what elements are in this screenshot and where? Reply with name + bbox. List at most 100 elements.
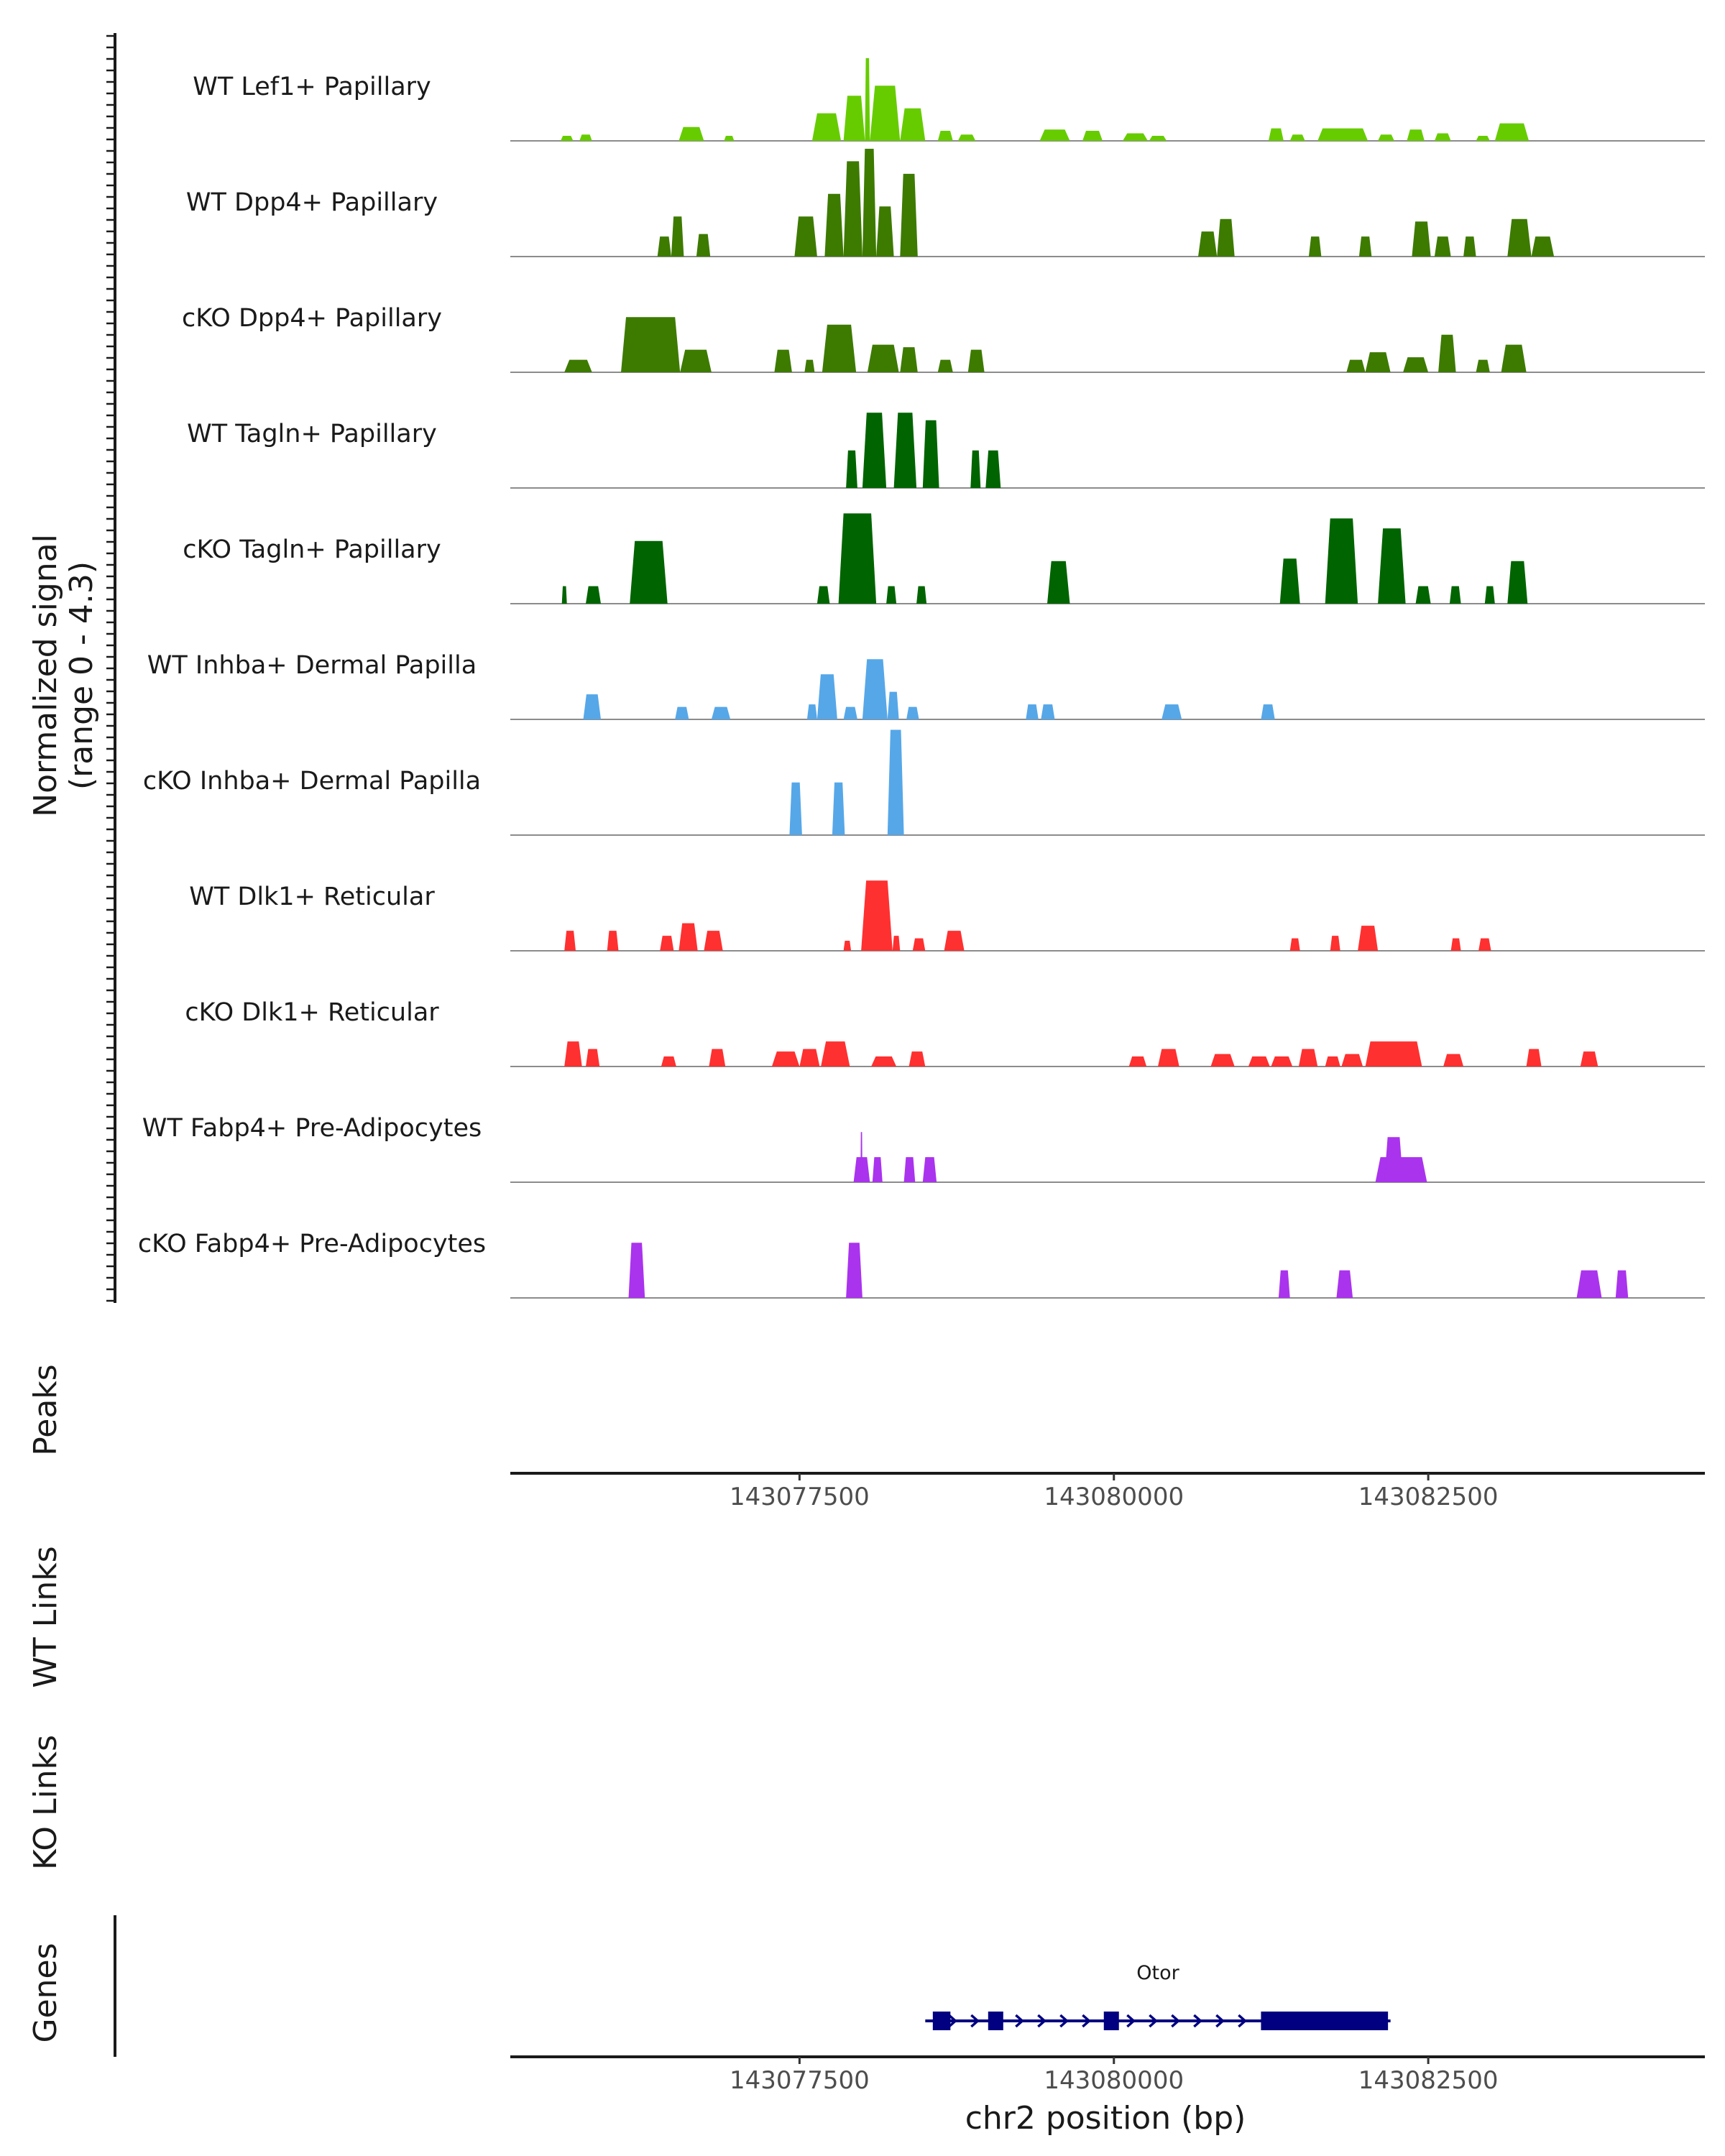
x-tick-label: 143080000 [1044, 2066, 1184, 2095]
coverage-tracks: WT Lef1+ Papillary WT Dpp4+ Papillary cKO … [138, 57, 1705, 1299]
coverage-peak [561, 136, 574, 141]
coverage-peak [660, 936, 674, 951]
coverage-peak [1384, 1137, 1404, 1182]
coverage-peak [771, 1051, 800, 1067]
coverage-peak [794, 216, 817, 257]
coverage-peak [561, 586, 567, 604]
coverage-peak [843, 706, 857, 719]
coverage-peak [1261, 704, 1275, 719]
coverage-peak [1082, 131, 1103, 141]
coverage-peak [1308, 236, 1322, 257]
coverage-peak [806, 704, 817, 719]
coverage-peak [1162, 704, 1182, 719]
track-label: cKO Inhba+ Dermal Papilla [143, 767, 481, 796]
coverage-peak [1476, 359, 1490, 372]
track-label: WT Inhba+ Dermal Papilla [147, 651, 477, 680]
coverage-peak [916, 586, 927, 604]
coverage-peak [628, 1243, 645, 1298]
coverage-peak [1325, 518, 1358, 604]
coverage-peak [1158, 1049, 1179, 1067]
gene-strand-arrow [1059, 2014, 1069, 2028]
coverage-peak [711, 706, 731, 719]
coverage-peak [709, 1049, 726, 1067]
coverage-peak [1336, 1270, 1353, 1298]
genes-panel-title: Genes [27, 1943, 64, 2042]
coverage-peak [1041, 704, 1055, 719]
coverage-peak [822, 324, 857, 372]
ko-links-panel-title: KO Links [27, 1735, 64, 1870]
coverage-peak [1403, 357, 1429, 372]
gene-model-otor [925, 2012, 1391, 2030]
x-tick-label: 143082500 [1358, 1483, 1499, 1511]
track-label: cKO Dpp4+ Papillary [182, 304, 442, 333]
coverage-peak [1443, 1054, 1464, 1067]
coverage-peak [862, 413, 887, 488]
coverage-peak [1378, 528, 1406, 604]
gene-strand-arrow [970, 2014, 980, 2028]
track-label: WT Tagln+ Papillary [187, 420, 437, 448]
track-label: cKO Dlk1+ Reticular [185, 998, 439, 1027]
gene-strand-arrow [1015, 2014, 1024, 2028]
track: cKO Fabp4+ Pre-Adipocytes [138, 1230, 1705, 1299]
coverage-peak [862, 149, 877, 257]
track: WT Dpp4+ Papillary [186, 149, 1705, 257]
coverage-peak [892, 936, 901, 951]
track-label: cKO Tagln+ Papillary [183, 535, 441, 564]
coverage-peak [774, 349, 792, 372]
gene-name-label: Otor [1136, 1962, 1179, 1984]
gene-strand-arrow [1238, 2014, 1247, 2028]
coverage-peak [1341, 1054, 1363, 1067]
x-tick-label: 143080000 [1044, 1483, 1184, 1511]
gene-strand-arrow [1193, 2014, 1202, 2028]
gene-strand-arrow [1171, 2014, 1180, 2028]
coverage-peak [696, 234, 711, 257]
coverage-peak [1198, 231, 1218, 257]
coverage-peak [789, 782, 802, 835]
coverage-peak [903, 1157, 916, 1182]
coverage-peak [922, 1157, 937, 1182]
coverage-peak [724, 136, 735, 141]
coverage-peak [1271, 1056, 1293, 1067]
coverage-peak [832, 782, 845, 835]
coverage-peak [1268, 128, 1284, 141]
coverage-peak [579, 134, 592, 141]
coverage-peak [657, 236, 671, 257]
coverage-peak [1289, 134, 1305, 141]
coverage-peak [1365, 352, 1391, 372]
coverage-peak [1365, 1041, 1422, 1067]
coverage-peak [922, 420, 939, 488]
coverage-peak [1501, 344, 1527, 372]
coverage-peak [906, 706, 919, 719]
coverage-peak [621, 317, 681, 372]
coverage-peak [1123, 133, 1148, 141]
coverage-peak [887, 729, 904, 835]
track: cKO Tagln+ Papillary [183, 513, 1705, 604]
coverage-peak [1415, 586, 1431, 604]
track-label: WT Dpp4+ Papillary [186, 188, 438, 217]
gene-strand-arrow [1126, 2014, 1136, 2028]
coverage-peak [1434, 236, 1451, 257]
coverage-peak [900, 108, 926, 141]
coverage-peak [843, 941, 852, 951]
coverage-peak [862, 659, 888, 719]
coverage-peak [1128, 1056, 1147, 1067]
coverage-peak [893, 413, 917, 488]
coverage-peak [607, 931, 619, 951]
coverage-peak [1412, 221, 1431, 257]
coverage-peak [944, 931, 965, 951]
x-tick-label: 143077500 [730, 1483, 870, 1511]
coverage-peak [871, 1056, 897, 1067]
coverage-peak [1317, 128, 1368, 141]
coverage-peak [1484, 586, 1495, 604]
coverage-peak [1507, 561, 1528, 604]
coverage-peak [886, 586, 897, 604]
genes-x-ticks: 143077500 143080000 143082500 [730, 2057, 1498, 2095]
coverage-peak [1407, 129, 1425, 141]
gene-exon [1261, 2012, 1389, 2030]
gene-strand-arrow [948, 2014, 957, 2028]
coverage-peak [843, 161, 862, 257]
coverage-peak [937, 359, 953, 372]
track-label: cKO Fabp4+ Pre-Adipocytes [138, 1230, 486, 1258]
coverage-peak [1149, 136, 1167, 141]
coverage-peak [1047, 561, 1070, 604]
